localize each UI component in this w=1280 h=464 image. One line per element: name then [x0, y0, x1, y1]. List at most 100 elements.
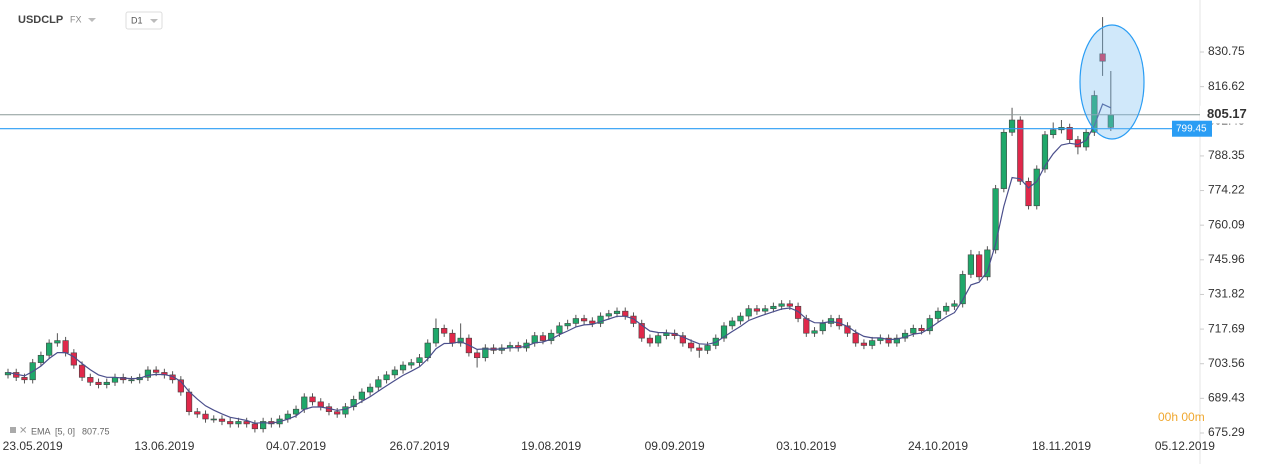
candle-body	[1008, 119, 1016, 133]
candle-body	[457, 337, 464, 344]
legend-icon[interactable]	[10, 427, 16, 433]
candle-body	[786, 303, 793, 307]
candle-body	[317, 401, 324, 408]
ema-params: [5, 0]	[55, 426, 75, 436]
candle-body	[556, 325, 563, 334]
candle-body	[811, 330, 818, 334]
candle-body	[869, 340, 876, 346]
market[interactable]: FX	[70, 14, 82, 24]
candle-body	[687, 342, 695, 349]
candle-body	[1033, 168, 1040, 207]
candle-body	[910, 328, 917, 334]
candle-body	[770, 305, 777, 310]
candle-body	[860, 342, 868, 346]
x-tick-label: 13.06.2019	[134, 439, 194, 453]
candle-body	[564, 323, 571, 327]
candle-body	[235, 421, 242, 425]
candle-body	[210, 418, 217, 421]
candle-body	[737, 315, 744, 322]
candle-body	[655, 335, 662, 344]
candle-body	[704, 345, 711, 351]
candle-body	[638, 323, 645, 339]
candle-body	[177, 379, 184, 393]
candle-body	[580, 318, 588, 322]
candle-body	[202, 413, 209, 420]
candle-body	[967, 254, 975, 275]
x-tick-label: 24.10.2019	[908, 439, 968, 453]
candle-body	[474, 352, 481, 359]
candle-body	[383, 374, 390, 381]
candle-body	[334, 411, 341, 415]
ema-last: 807.75	[82, 426, 110, 436]
timeframe-box[interactable]	[125, 11, 163, 30]
candle-body	[926, 318, 933, 332]
symbol: USDCLP	[18, 14, 63, 26]
candle-body	[416, 357, 423, 363]
candle-body	[342, 406, 349, 415]
candle-body	[185, 391, 193, 412]
candle-body	[358, 391, 365, 400]
candle-body	[720, 325, 728, 339]
y-tick-label: 675.29	[1208, 425, 1245, 439]
y-tick-label: 788.35	[1208, 148, 1245, 162]
candle-body	[885, 337, 892, 344]
candle-body	[153, 369, 160, 373]
price-line-box	[1172, 120, 1212, 137]
candle-body	[934, 310, 942, 319]
candle-body	[943, 305, 950, 312]
candle-body	[301, 396, 308, 410]
candle-body	[753, 308, 761, 312]
candle-body	[103, 381, 110, 385]
ema-name: EMA	[31, 426, 51, 436]
price-line-label: 799.45	[1176, 123, 1207, 134]
candle-body	[605, 313, 612, 317]
candle-body	[227, 421, 234, 425]
timeframe[interactable]: D1	[131, 15, 143, 25]
candle-body	[128, 379, 135, 382]
candle-body	[762, 308, 769, 312]
candle-body	[852, 332, 859, 344]
candle-body	[893, 337, 900, 344]
candle-body	[622, 310, 629, 317]
candle-body	[589, 320, 596, 324]
candle-body	[449, 332, 456, 344]
candle-body	[218, 418, 226, 422]
candle-body	[78, 364, 86, 378]
candle-body	[794, 305, 802, 319]
candle-body	[95, 381, 102, 385]
ema-line	[7, 103, 1112, 424]
legend-close[interactable]: ✕	[19, 426, 27, 437]
candle-body	[1000, 131, 1007, 189]
candle-body	[367, 386, 374, 393]
candle-body	[251, 423, 259, 430]
candle-body	[959, 274, 966, 305]
candle-body	[696, 347, 703, 351]
candle-body	[976, 254, 983, 278]
candle-body	[630, 315, 637, 324]
candle-body	[243, 421, 250, 425]
candle-body	[21, 377, 28, 381]
y-tick-label: 830.75	[1208, 44, 1245, 58]
highlight-ellipse	[1079, 24, 1145, 140]
x-tick-label: 04.07.2019	[266, 439, 326, 453]
candle-body	[531, 335, 538, 344]
candle-body	[424, 342, 431, 359]
y-tick-label: 816.62	[1208, 79, 1245, 93]
candle-body	[87, 377, 94, 383]
countdown: 00h 00m	[1158, 410, 1205, 424]
candle-body	[482, 347, 489, 359]
candle-body	[375, 379, 382, 388]
candle-body	[1099, 53, 1106, 62]
x-tick-label: 19.08.2019	[521, 439, 581, 453]
y-tick-label: 731.82	[1208, 287, 1245, 301]
dropdown-caret	[150, 19, 158, 23]
y-tick-label: 774.22	[1208, 183, 1245, 197]
x-tick-label: 18.11.2019	[1032, 439, 1091, 453]
candle-body	[597, 315, 604, 324]
candle-body	[37, 354, 45, 363]
candle-body	[613, 310, 621, 314]
x-tick-label: 26.07.2019	[389, 439, 449, 453]
candle-body	[918, 328, 925, 332]
candle-body	[54, 340, 61, 344]
